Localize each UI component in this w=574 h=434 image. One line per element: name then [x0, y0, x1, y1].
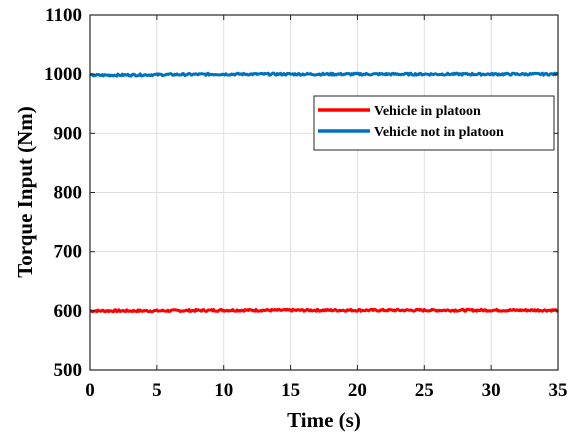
- legend-label-vehicle-in-platoon: Vehicle in platoon: [374, 104, 481, 119]
- x-tick-label: 0: [85, 380, 95, 401]
- y-tick-label: 600: [54, 301, 83, 322]
- x-tick-label: 35: [549, 380, 568, 401]
- y-axis-label: Torque Input (Nm): [13, 106, 37, 278]
- y-tick-label: 900: [54, 123, 83, 144]
- series-layer: [89, 71, 559, 314]
- x-tick-label: 30: [482, 380, 501, 401]
- x-tick-label: 5: [152, 380, 162, 401]
- ticks: [89, 14, 559, 371]
- y-tick-label: 1000: [44, 64, 82, 85]
- x-tick-label: 10: [214, 380, 233, 401]
- y-tick-label: 700: [54, 242, 83, 263]
- x-tick-label: 20: [348, 380, 367, 401]
- x-tick-label: 25: [415, 380, 434, 401]
- series-line-vehicle-in-platoon: [89, 307, 559, 314]
- legend: Vehicle in platoon Vehicle not in platoo…: [313, 95, 555, 151]
- legend-box: [313, 95, 555, 151]
- y-tick-label: 500: [54, 360, 83, 381]
- x-tick-label: 15: [281, 380, 300, 401]
- tick-labels: 0 5 10 15 20 25 30 35 500 600 700 800 900 1000 1100: [44, 5, 568, 401]
- y-tick-label: 1100: [45, 5, 82, 26]
- y-tick-label: 800: [54, 183, 83, 204]
- series-line-vehicle-not-in-platoon: [89, 71, 559, 78]
- legend-label-vehicle-not-in-platoon: Vehicle not in platoon: [374, 125, 504, 140]
- x-axis-label: Time (s): [287, 408, 361, 432]
